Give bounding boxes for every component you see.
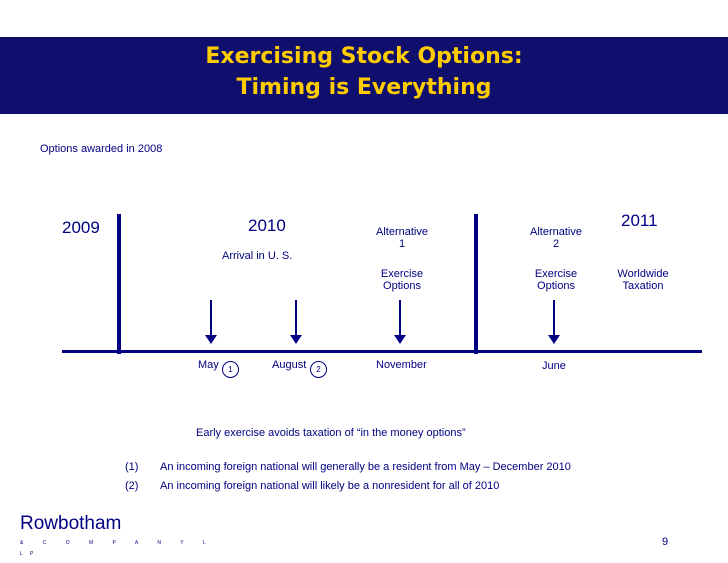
august-label: August [272, 359, 307, 371]
year-separator-2010-2011 [474, 214, 478, 354]
alternative-2-line-1: Alternative [530, 226, 582, 238]
august-arrow-shaft [295, 300, 297, 336]
may-arrow-icon [205, 335, 217, 344]
june-arrow-shaft [553, 300, 555, 336]
slide-title-line-2: Timing is Everything [236, 75, 492, 100]
year-2011: 2011 [621, 211, 658, 230]
page-number: 9 [662, 536, 669, 548]
company-logo-name: Rowbotham [20, 513, 122, 534]
footnote-1-marker: (1) [125, 461, 139, 473]
footnote-1-text: An incoming foreign national will genera… [160, 461, 571, 473]
alternative-2-exercise-line-2: Options [537, 280, 575, 292]
options-awarded-label: Options awarded in 2008 [40, 143, 163, 155]
worldwide-taxation-line-2: Taxation [622, 280, 664, 292]
footnote-marker-1: 1 [222, 361, 239, 378]
title-bar [0, 37, 728, 114]
alternative-2-line-2: 2 [552, 238, 560, 250]
year-2010: 2010 [248, 216, 286, 235]
worldwide-taxation-label: Worldwide Taxation [603, 268, 683, 292]
alternative-1-exercise-line-2: Options [383, 280, 421, 292]
timeline-axis [62, 350, 702, 353]
alternative-2-exercise-line-1: Exercise [534, 268, 578, 280]
footnote-2-text: An incoming foreign national will likely… [160, 480, 500, 492]
company-logo-sub-line-2: L P [20, 551, 34, 557]
november-label: November [376, 359, 427, 371]
june-arrow-icon [548, 335, 560, 344]
footnote-marker-2: 2 [310, 361, 327, 378]
alternative-1-label: Alternative 1 [362, 226, 442, 250]
alternative-1-exercise-label: Exercise Options [362, 268, 442, 292]
november-arrow-shaft [399, 300, 401, 336]
may-label: May [198, 359, 219, 371]
arrival-label: Arrival in U. S. [222, 250, 293, 262]
alternative-2-exercise-label: Exercise Options [516, 268, 596, 292]
november-arrow-icon [394, 335, 406, 344]
year-2009: 2009 [62, 218, 100, 237]
alternative-1-exercise-line-1: Exercise [380, 268, 424, 280]
alternative-1-line-2: 1 [398, 238, 406, 250]
slide-title-line-1: Exercising Stock Options: [205, 44, 523, 69]
early-exercise-note: Early exercise avoids taxation of “in th… [196, 427, 466, 439]
june-label: June [542, 360, 566, 372]
may-arrow-shaft [210, 300, 212, 336]
august-arrow-icon [290, 335, 302, 344]
alternative-2-label: Alternative 2 [516, 226, 596, 250]
footnote-2-marker: (2) [125, 480, 139, 492]
worldwide-taxation-line-1: Worldwide [617, 268, 669, 280]
year-separator-2009-2010 [117, 214, 121, 354]
company-logo-sub-line-1: & C O M P A N Y L [20, 540, 206, 546]
alternative-1-line-1: Alternative [376, 226, 428, 238]
